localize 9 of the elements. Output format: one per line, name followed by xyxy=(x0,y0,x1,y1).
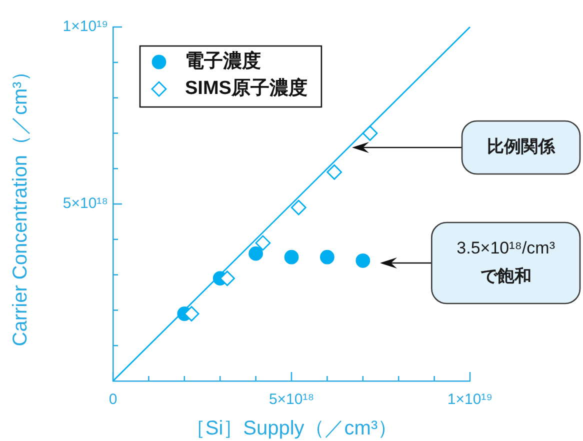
x-tick-label: 0 xyxy=(108,391,118,408)
annotation: 3.5×10¹⁸/cm³ で飽和 xyxy=(456,238,556,286)
legend-label: 電子濃度 xyxy=(185,50,261,72)
legend-label: SIMS原子濃度 xyxy=(185,77,308,100)
text: 比例関係 xyxy=(487,137,556,156)
x-axis-title: ［Si］Supply（／cm³） xyxy=(185,418,398,440)
y-axis-title: Carrier Concentration（／cm³） xyxy=(10,62,32,346)
x-tick-label: 5×10¹⁸ xyxy=(268,391,314,408)
x-tick-label: 1×10¹⁹ xyxy=(447,391,493,408)
